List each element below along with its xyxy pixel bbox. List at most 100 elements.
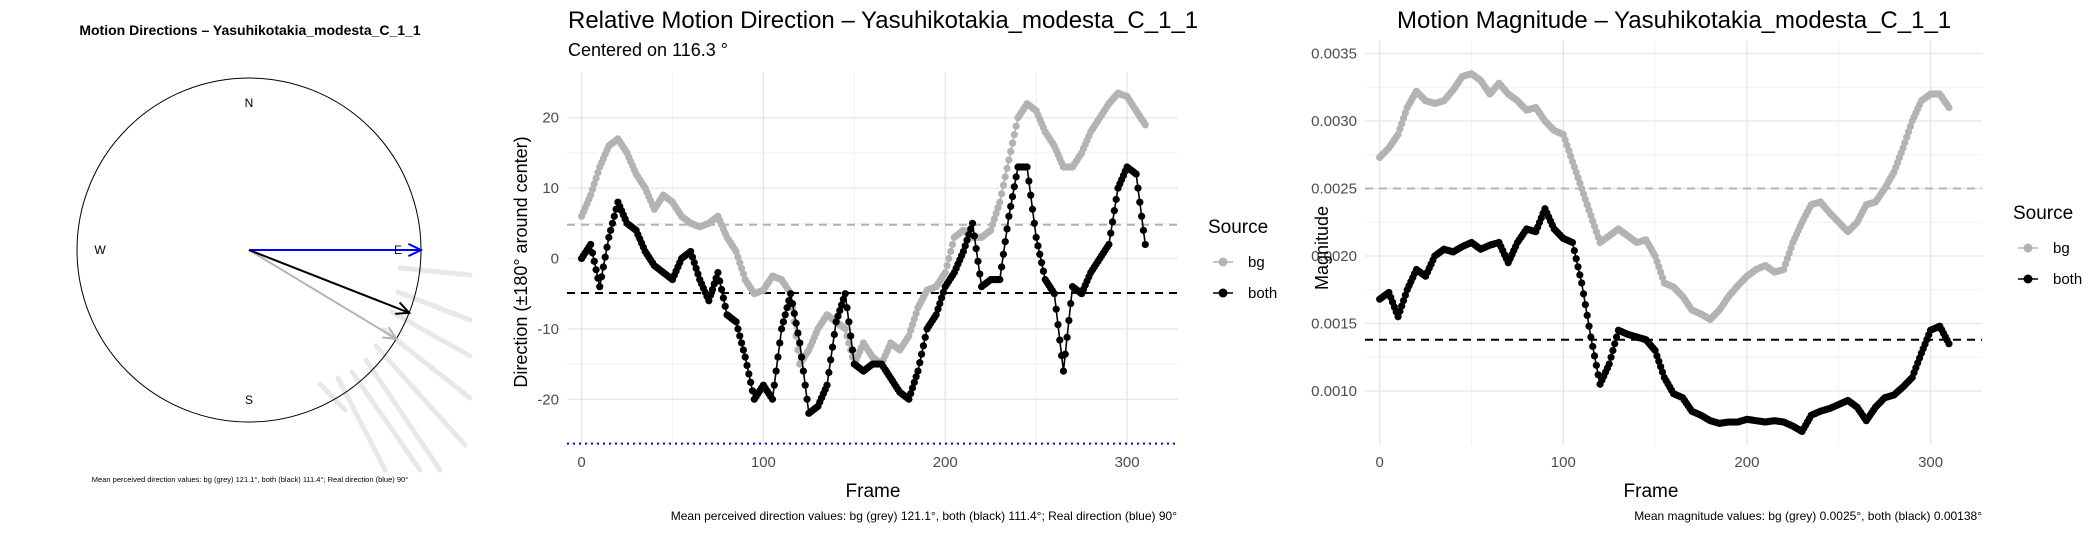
direction-series-both-point <box>741 353 749 361</box>
direction-series-bg-point <box>1008 139 1017 147</box>
direction-series-both-point <box>938 294 946 302</box>
direction-series-both-point <box>708 285 717 294</box>
direction-series-bg-point <box>1001 173 1009 181</box>
magnitude-series-bg-point <box>1561 136 1569 144</box>
direction-series-both-point <box>605 233 613 241</box>
magnitude-series-both-point <box>1655 357 1663 365</box>
direction-series-both-point <box>848 346 857 354</box>
direction-series-bg-point <box>910 315 918 323</box>
magnitude-series-bg-point <box>1906 122 1914 130</box>
direction-series-both-point <box>1032 233 1040 241</box>
magnitude-series-bg-point <box>1570 163 1578 171</box>
magnitude-series-bg-point <box>1581 195 1589 203</box>
direction-series-both-point <box>688 253 697 261</box>
direction-y-tick-label: -20 <box>537 391 559 408</box>
magnitude-series-both-point <box>1657 363 1665 371</box>
faint-ray <box>389 309 473 359</box>
magnitude-series-bg-point <box>1572 168 1580 176</box>
direction-series-both-point <box>836 306 844 315</box>
direction-series-both-point <box>974 257 982 265</box>
direction-series-both-point <box>837 301 846 309</box>
magnitude-series-bg-point <box>1904 128 1913 136</box>
direction-series-bg-point <box>992 209 1000 218</box>
magnitude-series-bg-point <box>1785 249 1793 257</box>
direction-series-both-point <box>1052 305 1060 313</box>
direction-series-both-point <box>781 311 789 319</box>
compass-arrows <box>248 243 424 341</box>
direction-series-bg-point <box>1010 131 1018 139</box>
magnitude-series-bg-point <box>1567 152 1575 160</box>
magnitude-series-bg-point <box>1653 257 1661 265</box>
direction-series-both-point <box>1059 367 1068 375</box>
direction-series-both-point <box>608 219 617 227</box>
magnitude-x-tick-label: 200 <box>1734 454 1759 471</box>
magnitude-series-both-point <box>1653 352 1661 360</box>
direction-series-bg-point <box>941 268 949 277</box>
direction-series-bg-point <box>737 264 746 272</box>
direction-series-bg-point <box>590 180 598 188</box>
direction-series-both-point <box>801 381 809 389</box>
direction-series-both-point <box>770 381 778 389</box>
direction-series-both-point <box>799 367 807 375</box>
magnitude-series-bg-point <box>1781 260 1790 268</box>
direction-series-both-point <box>912 373 920 381</box>
magnitude-series-both-point <box>1594 371 1602 379</box>
magnitude-series-bg-point <box>1399 114 1408 122</box>
magnitude-series-bg-point <box>1945 103 1953 112</box>
direction-series-both-point <box>917 350 926 358</box>
direction-series-both-point <box>743 361 751 370</box>
magnitude-x-label: Frame <box>1624 481 1679 502</box>
magnitude-legend-both-dot <box>2023 274 2033 284</box>
faint-ray <box>397 265 473 278</box>
direction-series-both-point <box>1108 218 1117 226</box>
magnitude-series-both-point <box>1401 291 1409 299</box>
direction-series-both-point <box>687 247 695 256</box>
direction-series-both-point <box>777 325 786 333</box>
direction-series-both-point <box>692 264 700 272</box>
direction-series-both-point <box>823 381 831 389</box>
direction-series-bg-point <box>736 259 744 267</box>
direction-series-both-point <box>1039 267 1048 275</box>
direction-series-bg-point <box>908 321 917 329</box>
magnitude-series-both-point <box>1611 340 1619 348</box>
direction-series-both-point <box>841 290 849 298</box>
magnitude-series-bg-point <box>1658 274 1667 282</box>
direction-series-both-point <box>914 367 922 375</box>
direction-series-both-point <box>783 304 791 312</box>
direction-series-both-point <box>599 263 607 271</box>
direction-series-both-point <box>716 277 724 285</box>
direction-series-both-point <box>601 253 609 261</box>
magnitude-series-both-point <box>1578 279 1586 287</box>
direction-series-both-point <box>710 280 718 288</box>
direction-series-both-point <box>719 294 727 302</box>
direction-series-both-point <box>587 240 595 249</box>
direction-series-both-point <box>1136 198 1144 206</box>
magnitude-series-bg-point <box>1899 144 1907 152</box>
magnitude-series-bg-point <box>1401 109 1409 117</box>
magnitude-series-both-point <box>1394 313 1402 321</box>
direction-series-bg-point <box>999 181 1008 189</box>
direction-series-both-point <box>999 250 1008 258</box>
direction-series-both-point <box>963 236 971 244</box>
magnitude-series-bg-point <box>1398 120 1406 128</box>
magnitude-series-bg-point <box>1787 244 1795 252</box>
direction-series-both-point <box>847 332 855 340</box>
direction-series-both-point <box>910 378 918 386</box>
direction-y-tick-label: 20 <box>542 110 559 127</box>
direction-series-both-point <box>825 368 833 377</box>
direction-series-bg-point <box>990 215 998 223</box>
magnitude-series-both-point <box>1658 368 1667 376</box>
magnitude-series-bg-point <box>1563 141 1571 149</box>
magnitude-series-both-point <box>1399 296 1408 305</box>
direction-series-both-point <box>588 249 597 257</box>
magnitude-series-bg-point <box>1565 147 1573 155</box>
magnitude-series-bg-point <box>1396 125 1404 133</box>
magnitude-series-bg-point <box>1655 263 1663 271</box>
magnitude-panel: Motion Magnitude – Yasuhikotakia_modesta… <box>1311 7 2082 523</box>
magnitude-series-both-point <box>1585 322 1593 330</box>
direction-panel: Relative Motion Direction – Yasuhikotaki… <box>511 7 1277 523</box>
direction-series-both-point <box>1023 163 1031 171</box>
direction-series-both-point <box>998 263 1006 271</box>
direction-series-both-point <box>1028 205 1037 213</box>
